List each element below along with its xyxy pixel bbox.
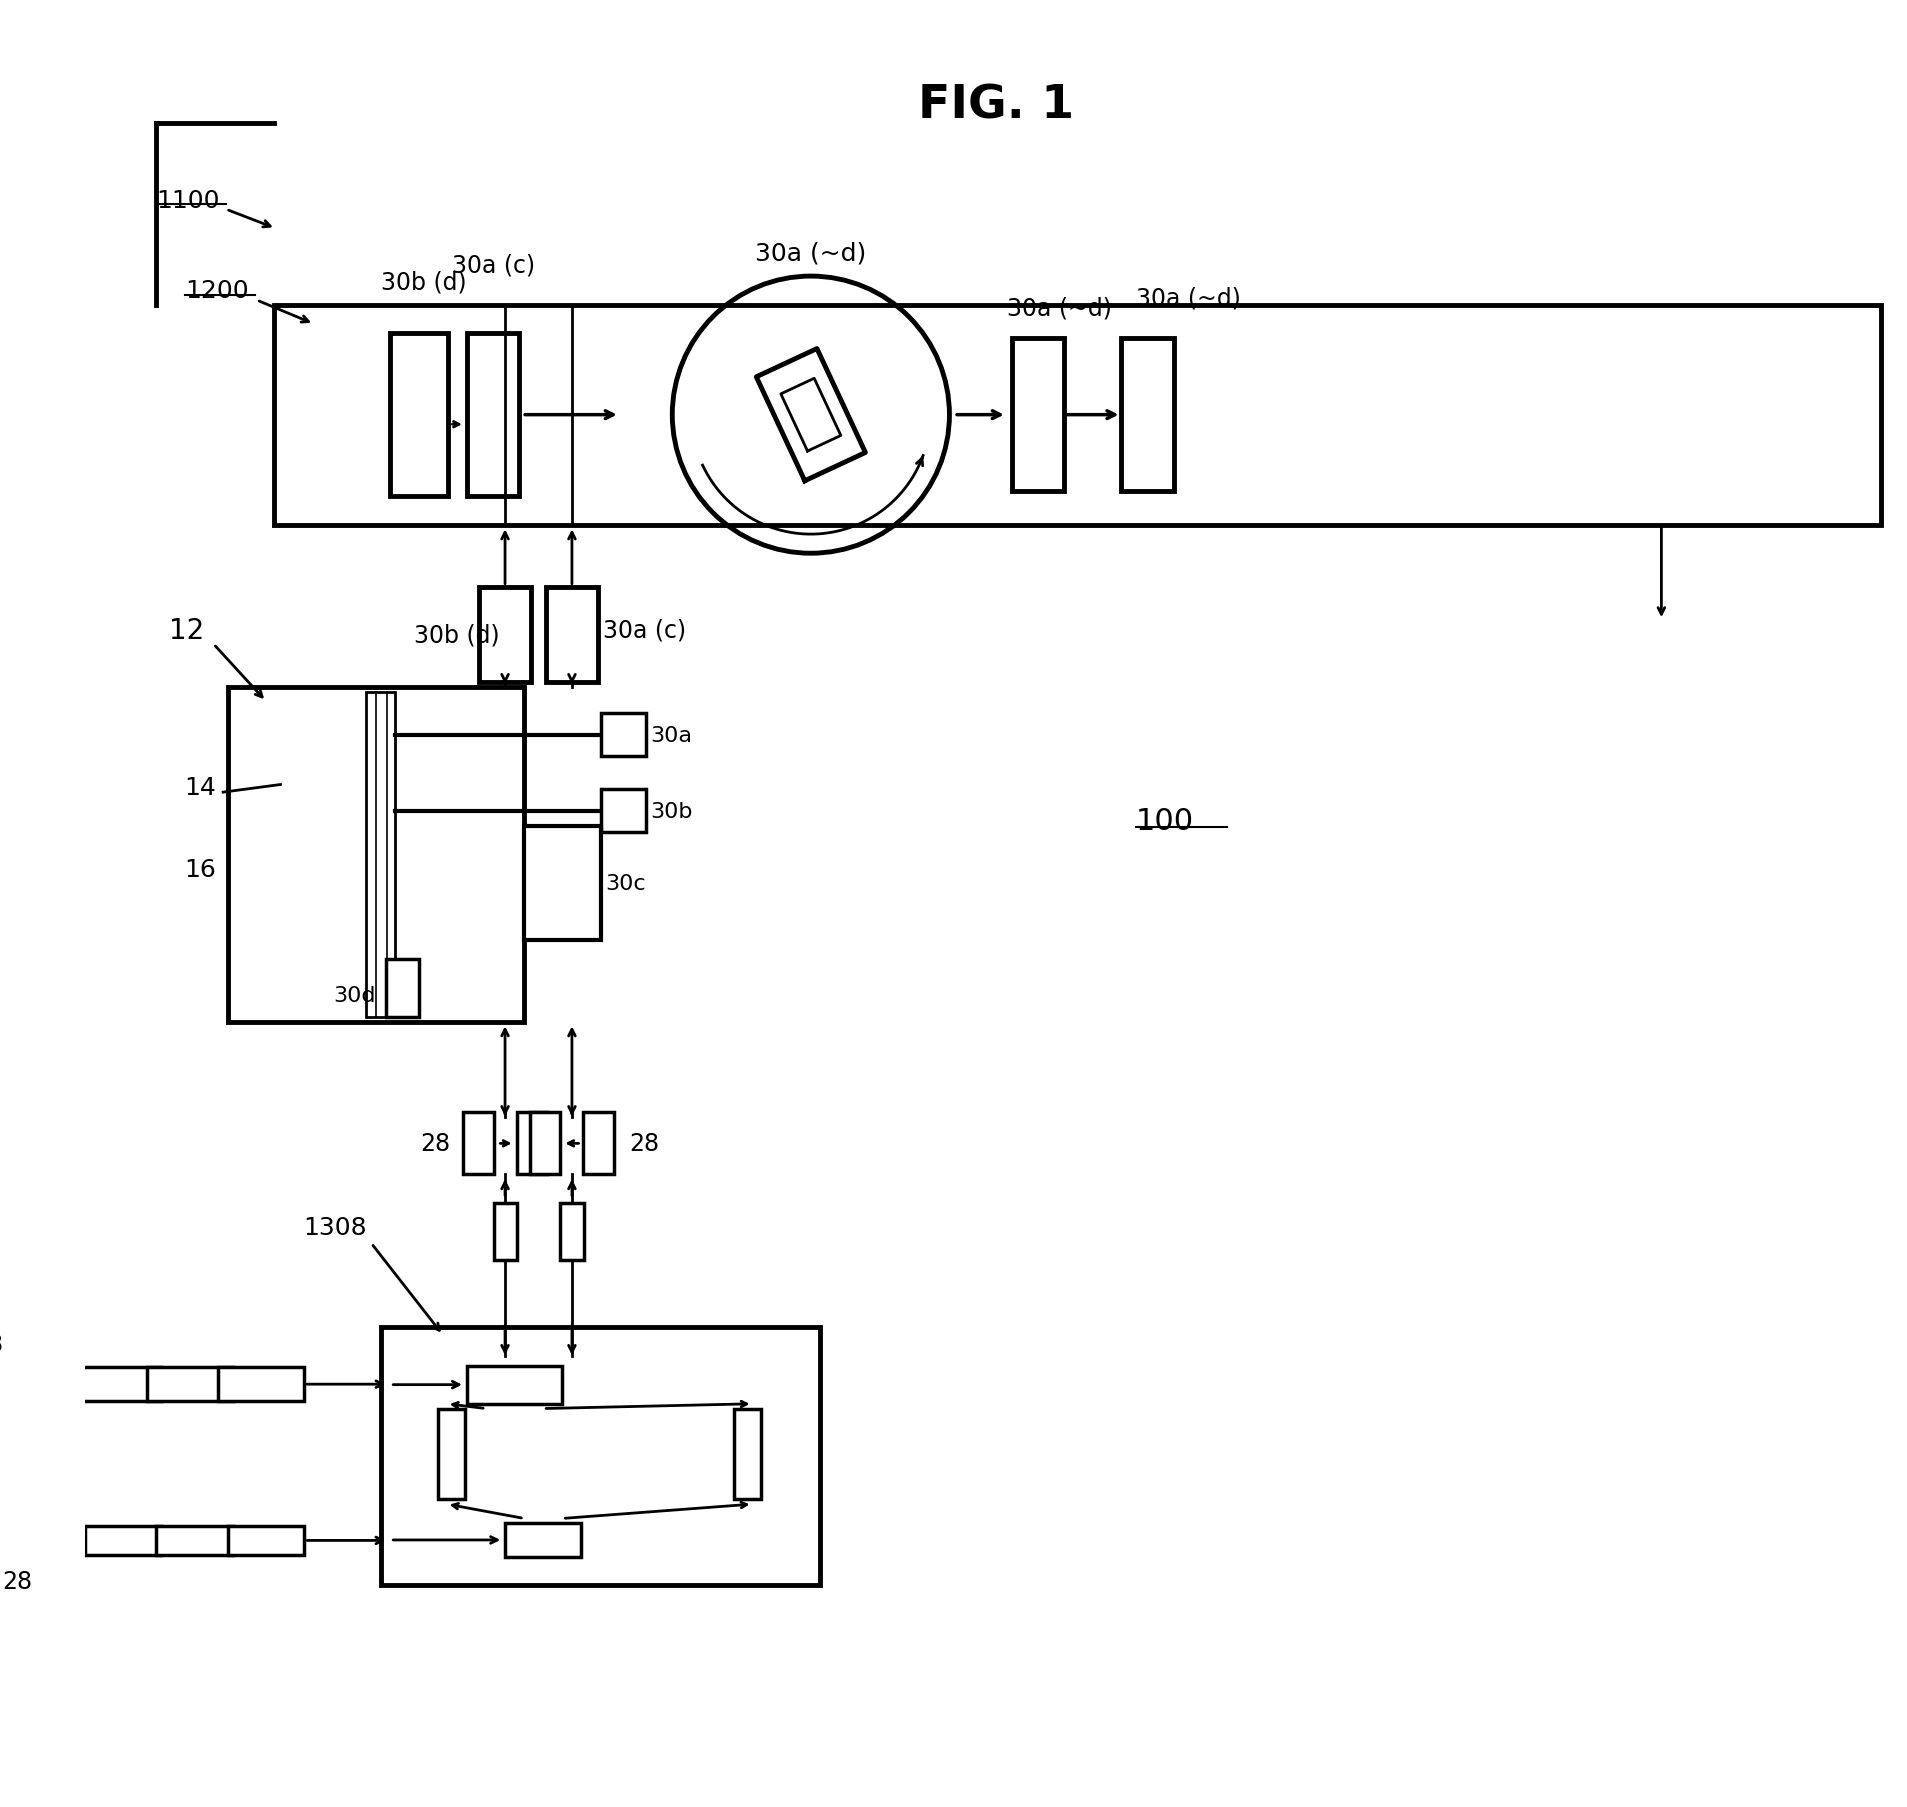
Text: 30a: 30a [650, 725, 692, 746]
Text: 1308: 1308 [303, 1216, 366, 1240]
Text: 14: 14 [185, 775, 215, 801]
Text: 100: 100 [1137, 808, 1194, 837]
Text: 28: 28 [629, 1131, 660, 1156]
Bar [467, 1366, 563, 1404]
Text: 30c: 30c [605, 873, 646, 893]
Bar [467, 334, 519, 497]
Bar [275, 305, 1880, 526]
Text: 30a (~d): 30a (~d) [1137, 286, 1241, 311]
Bar [385, 960, 420, 1017]
Text: 16: 16 [185, 857, 215, 882]
Bar [147, 1368, 233, 1400]
Text: 30a (c): 30a (c) [452, 253, 536, 276]
Text: 30a (~d): 30a (~d) [1007, 296, 1112, 320]
Bar [217, 1368, 305, 1400]
Bar [156, 1527, 233, 1554]
Text: 30a (~d): 30a (~d) [755, 242, 866, 266]
Bar [530, 1113, 561, 1175]
Bar [494, 1203, 517, 1261]
Bar [584, 1113, 614, 1175]
Bar [74, 1368, 160, 1400]
Text: 1200: 1200 [185, 280, 248, 304]
Bar [505, 1523, 582, 1558]
Text: 28: 28 [2, 1568, 32, 1594]
Bar [601, 790, 646, 833]
Bar [439, 1409, 465, 1500]
Text: 30d: 30d [334, 985, 376, 1005]
Bar [229, 688, 524, 1023]
Bar [479, 587, 530, 683]
Bar [463, 1113, 494, 1175]
Bar [1011, 340, 1064, 492]
Text: FIG. 1: FIG. 1 [917, 83, 1074, 128]
Bar [1121, 340, 1175, 492]
Bar [561, 1203, 584, 1261]
Text: 30b (d): 30b (d) [414, 623, 500, 647]
Bar [391, 334, 448, 497]
Bar [229, 1527, 305, 1554]
Text: 28: 28 [0, 1332, 4, 1357]
Text: 28: 28 [420, 1131, 450, 1156]
Bar [545, 587, 597, 683]
Bar [524, 826, 601, 941]
Bar [601, 714, 646, 757]
Bar [366, 692, 395, 1017]
Bar [517, 1113, 547, 1175]
Bar [381, 1328, 820, 1585]
Bar [84, 1527, 160, 1554]
Text: 30b (d): 30b (d) [381, 269, 467, 295]
Text: 30b: 30b [650, 802, 692, 822]
Bar [734, 1409, 761, 1500]
Text: 30a (c): 30a (c) [603, 618, 687, 641]
Text: 12: 12 [168, 616, 204, 645]
Text: 1100: 1100 [156, 188, 219, 213]
